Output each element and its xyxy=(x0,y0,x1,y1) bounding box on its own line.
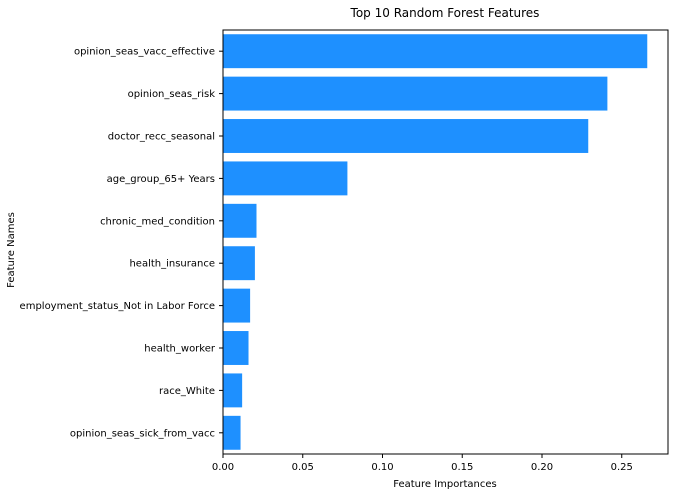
x-tick-label-1: 0.05 xyxy=(292,462,314,473)
y-tick-label-1: opinion_seas_risk xyxy=(128,89,216,100)
x-ticks-group: 0.00 0.05 0.10 0.15 0.20 0.25 xyxy=(212,454,633,473)
x-tick-label-4: 0.20 xyxy=(531,462,553,473)
bar-4 xyxy=(223,203,257,238)
bar-5 xyxy=(223,246,255,281)
x-axis-label: Feature Importances xyxy=(393,479,496,490)
bars-group xyxy=(223,34,648,450)
bar-8 xyxy=(223,373,243,408)
y-tick-label-5: health_insurance xyxy=(129,259,215,270)
y-axis-label: Feature Names xyxy=(6,212,17,288)
x-tick-label-5: 0.25 xyxy=(611,462,633,473)
x-tick-label-3: 0.15 xyxy=(451,462,473,473)
x-tick-label-2: 0.10 xyxy=(371,462,393,473)
y-tick-label-2: doctor_recc_seasonal xyxy=(108,132,215,143)
y-tick-label-0: opinion_seas_vacc_effective xyxy=(74,47,215,58)
x-tick-label-0: 0.00 xyxy=(212,462,234,473)
bar-7 xyxy=(223,331,249,365)
y-tick-label-7: health_worker xyxy=(144,344,216,355)
chart-title: Top 10 Random Forest Features xyxy=(350,6,540,20)
y-tick-label-3: age_group_65+ Years xyxy=(107,174,215,185)
bar-6 xyxy=(223,288,251,323)
bar-3 xyxy=(223,161,348,196)
bar-2 xyxy=(223,119,589,153)
y-tick-label-4: chronic_med_condition xyxy=(100,216,215,227)
y-tick-label-9: opinion_seas_sick_from_vacc xyxy=(70,428,215,439)
bar-1 xyxy=(223,76,608,111)
y-tick-label-8: race_White xyxy=(159,386,215,397)
y-tick-label-6: employment_status_Not in Labor Force xyxy=(20,301,215,312)
bar-9 xyxy=(223,415,241,450)
bar-0 xyxy=(223,34,648,69)
plot-frame xyxy=(222,29,669,455)
y-ticks-group: opinion_seas_vacc_effective opinion_seas_… xyxy=(20,47,223,439)
